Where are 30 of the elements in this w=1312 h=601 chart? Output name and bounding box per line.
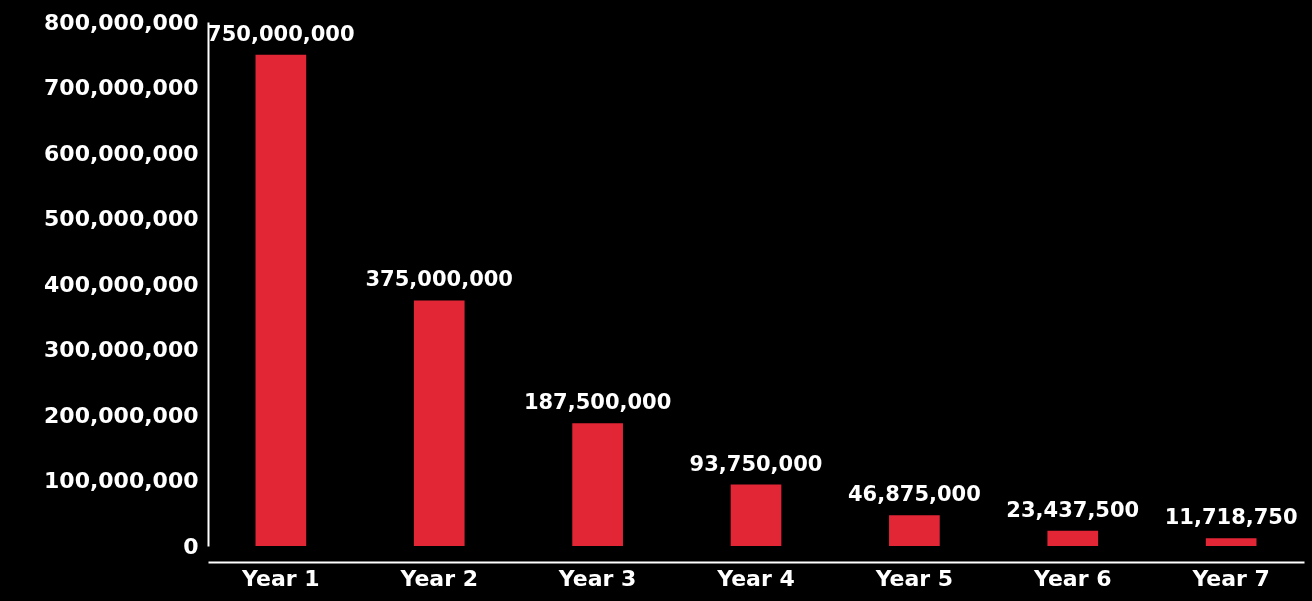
data-label: 23,437,500 bbox=[1006, 497, 1140, 522]
bar bbox=[255, 54, 307, 546]
x-tick-label: Year 5 bbox=[874, 565, 954, 591]
bar bbox=[889, 515, 940, 546]
bar bbox=[730, 484, 782, 546]
data-label: 46,875,000 bbox=[847, 482, 981, 507]
data-label: 375,000,000 bbox=[365, 267, 513, 292]
y-tick-label: 200,000,000 bbox=[44, 402, 199, 428]
data-label: 11,718,750 bbox=[1164, 505, 1298, 530]
y-tick-label: 400,000,000 bbox=[44, 271, 199, 297]
bar bbox=[413, 300, 465, 546]
bar bbox=[1205, 538, 1257, 546]
x-tick-label: Year 4 bbox=[716, 565, 795, 591]
y-tick-label: 600,000,000 bbox=[44, 140, 199, 166]
data-label: 187,500,000 bbox=[523, 390, 672, 415]
bar bbox=[1047, 530, 1099, 546]
y-tick-label: 300,000,000 bbox=[44, 337, 199, 362]
y-tick-label: 0 bbox=[183, 533, 199, 559]
y-tick-label: 800,000,000 bbox=[44, 9, 199, 35]
x-tick-label: Year 6 bbox=[1033, 565, 1112, 591]
y-tick-label: 700,000,000 bbox=[44, 75, 199, 100]
x-tick-label: Year 2 bbox=[399, 565, 478, 591]
x-tick-label: Year 1 bbox=[241, 565, 320, 591]
data-label: 750,000,000 bbox=[207, 21, 355, 46]
bar bbox=[572, 423, 623, 546]
x-tick-label: Year 3 bbox=[557, 565, 637, 591]
data-label: 93,750,000 bbox=[689, 451, 823, 476]
x-tick-label: Year 7 bbox=[1191, 565, 1270, 591]
y-tick-label: 100,000,000 bbox=[44, 468, 199, 493]
y-tick-label: 500,000,000 bbox=[44, 206, 199, 231]
